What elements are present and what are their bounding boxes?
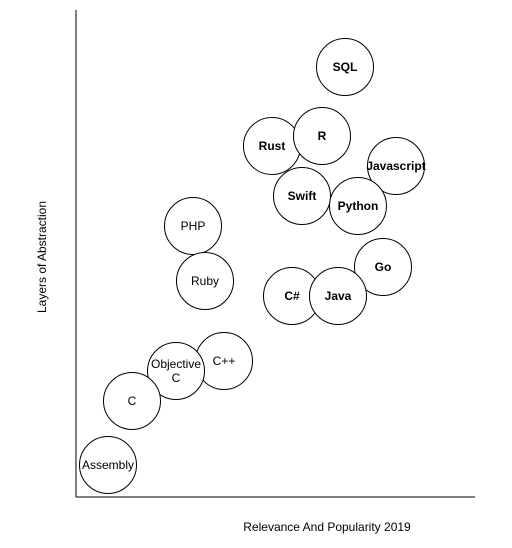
y-axis-label: Layers of Abstraction <box>35 200 49 314</box>
x-axis-label: Relevance And Popularity 2019 <box>243 520 411 534</box>
node: Swift <box>273 167 331 225</box>
node: C++ <box>195 332 253 390</box>
node: PHP <box>164 197 222 255</box>
node: C <box>103 372 161 430</box>
node: SQL <box>316 38 374 96</box>
node: Python <box>329 177 387 235</box>
node: R <box>293 107 351 165</box>
node: Ruby <box>176 252 234 310</box>
node: Objective C <box>147 342 205 400</box>
node: Rust <box>243 117 301 175</box>
node: Javascript <box>366 137 426 195</box>
node: Java <box>309 267 367 325</box>
node: Assembly <box>79 436 137 494</box>
